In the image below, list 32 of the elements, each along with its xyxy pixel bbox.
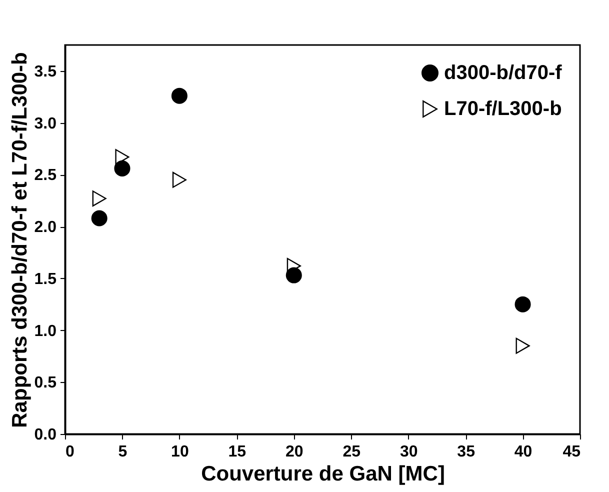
x-tick-label: 0 [66, 444, 74, 460]
point [114, 160, 130, 176]
x-tick-label: 45 [562, 444, 581, 460]
point [286, 258, 301, 274]
point [171, 88, 188, 104]
y-tick-label: 1.5 [34, 270, 57, 288]
legend-label: d300-b/d70-f [444, 62, 562, 84]
x-tick-label: 15 [228, 444, 246, 460]
x-tick-label: 30 [400, 444, 418, 460]
y-tick-label: 0.5 [34, 374, 57, 392]
y-tick-label: 2.0 [34, 219, 57, 236]
x-axis-title: Couverture de GaN [MC] [201, 462, 445, 486]
y-axis-title: Rapports d300-b/d70-f et L70-f/L300-b [8, 52, 32, 428]
y-tick-label: 0.0 [34, 426, 57, 444]
x-tick-label: 25 [342, 444, 361, 460]
point [514, 296, 531, 312]
point [115, 149, 130, 166]
y-tick-label: 3.5 [34, 63, 57, 80]
y-tick-label: 2.5 [34, 167, 57, 184]
point [516, 338, 530, 354]
x-tick-label: 20 [285, 444, 304, 460]
point [172, 172, 186, 188]
point [91, 210, 108, 226]
y-tick-label: 3.0 [34, 115, 57, 132]
point [92, 190, 106, 207]
x-tick-label: 10 [171, 444, 189, 460]
y-tick-label: 1.0 [34, 322, 57, 340]
x-tick-label: 35 [457, 444, 476, 460]
x-tick-label: 40 [514, 444, 532, 460]
legend-label: L70-f/L300-b [444, 98, 562, 120]
point [286, 267, 302, 284]
x-tick-label: 5 [118, 444, 128, 460]
